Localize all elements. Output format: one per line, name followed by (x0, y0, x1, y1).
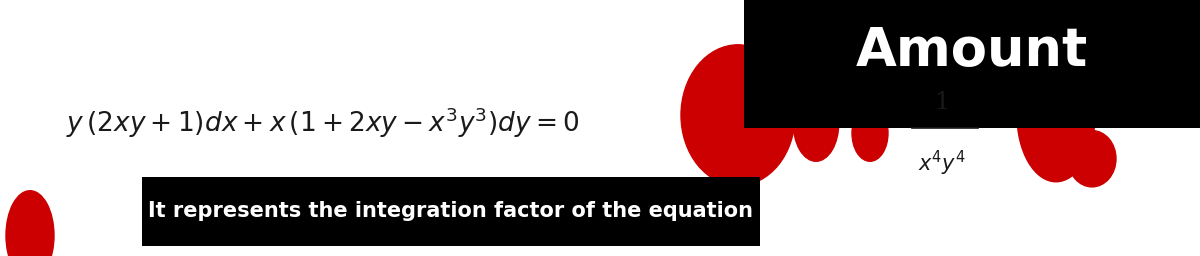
Text: 1: 1 (935, 91, 949, 114)
Text: $x^4y^4$: $x^4y^4$ (918, 149, 966, 178)
Text: It represents the integration factor of the equation: It represents the integration factor of … (148, 201, 754, 221)
FancyBboxPatch shape (744, 0, 1200, 128)
FancyBboxPatch shape (142, 177, 760, 246)
Ellipse shape (682, 45, 796, 186)
Text: $y\,(2xy+1)dx+x\,(1+2xy-x^{3}y^{3})dy=0$: $y\,(2xy+1)dx+x\,(1+2xy-x^{3}y^{3})dy=0$ (66, 106, 580, 140)
Text: Amount: Amount (856, 25, 1088, 77)
Ellipse shape (1018, 49, 1096, 182)
Ellipse shape (852, 105, 888, 161)
Ellipse shape (1068, 131, 1116, 187)
Ellipse shape (793, 84, 839, 161)
Ellipse shape (6, 191, 54, 256)
